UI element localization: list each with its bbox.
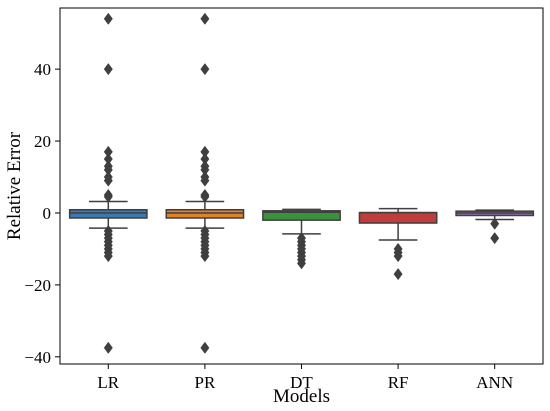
outlier-point bbox=[103, 190, 113, 203]
x-tick-label-ann: ANN bbox=[476, 373, 513, 392]
outlier-point bbox=[490, 217, 500, 230]
x-tick-label-rf: RF bbox=[388, 373, 409, 392]
y-tick-label: −40 bbox=[24, 348, 51, 367]
x-tick-label-dt: DT bbox=[290, 373, 313, 392]
box-pr bbox=[165, 12, 245, 354]
box-iqr bbox=[68, 208, 148, 219]
y-axis: −40 −20 0 20 40 bbox=[24, 60, 60, 367]
box-iqr bbox=[358, 211, 438, 224]
y-tick-label: 0 bbox=[43, 204, 52, 223]
plot-marks bbox=[68, 12, 535, 354]
y-tick-label: −20 bbox=[24, 276, 51, 295]
outlier-point bbox=[200, 341, 210, 354]
outlier-point bbox=[200, 63, 210, 76]
outlier-point bbox=[103, 63, 113, 76]
box-iqr bbox=[165, 208, 245, 219]
y-tick-label: 40 bbox=[34, 60, 51, 79]
x-tick-label-lr: LR bbox=[97, 373, 119, 392]
outlier-point bbox=[103, 250, 113, 263]
outlier-point bbox=[393, 268, 403, 281]
y-tick-label: 20 bbox=[34, 132, 51, 151]
box-lr bbox=[68, 12, 148, 354]
outlier-point bbox=[393, 250, 403, 263]
outlier-point bbox=[103, 174, 113, 187]
outlier-point bbox=[200, 250, 210, 263]
box-ann bbox=[455, 209, 535, 245]
plot-frame bbox=[59, 7, 544, 365]
outlier-point bbox=[490, 232, 500, 245]
outlier-point bbox=[200, 12, 210, 25]
x-tick-label-pr: PR bbox=[195, 373, 216, 392]
box-dt bbox=[262, 208, 341, 270]
outlier-point bbox=[200, 174, 210, 187]
x-axis: LR PR DT RF ANN bbox=[97, 364, 513, 392]
outlier-point bbox=[103, 12, 113, 25]
y-axis-label: Relative Error bbox=[4, 131, 25, 240]
outlier-point bbox=[296, 257, 307, 270]
outlier-point bbox=[103, 341, 113, 354]
outlier-point bbox=[200, 190, 210, 203]
box-iqr bbox=[262, 210, 341, 221]
box-rf bbox=[358, 207, 438, 281]
x-axis-label: Models bbox=[273, 386, 330, 407]
